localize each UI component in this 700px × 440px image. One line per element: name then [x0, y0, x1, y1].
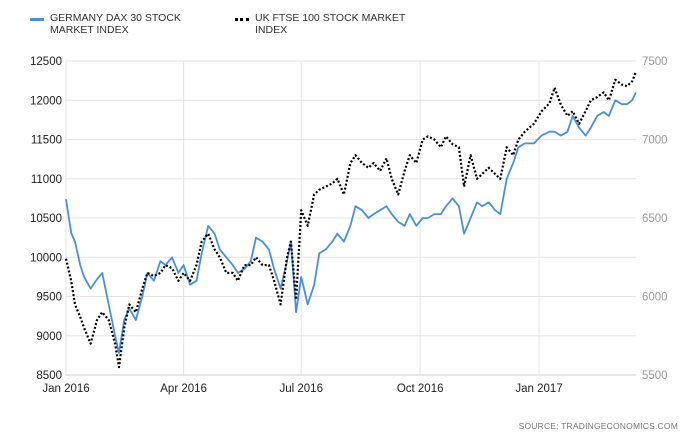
series-line-dax [65, 92, 637, 354]
y-right-tick-label: 7500 [642, 56, 668, 68]
y-left-tick-label: 9500 [36, 292, 62, 304]
source-note: SOURCE: TRADINGECONOMICS.COM [518, 421, 678, 431]
x-tick-label: Jul 2016 [279, 383, 322, 395]
y-left-tick-label: 11500 [31, 135, 62, 147]
legend-item-dax[interactable]: GERMANY DAX 30 STOCK MARKET INDEX [30, 12, 215, 36]
chart-legend: GERMANY DAX 30 STOCK MARKET INDEX UK FTS… [30, 12, 420, 36]
x-tick-label: Jan 2017 [515, 383, 562, 395]
y-left-tick-label: 12500 [30, 56, 62, 68]
y-right-tick-label: 6500 [642, 213, 668, 225]
y-left-tick-label: 11000 [31, 174, 62, 186]
x-tick-label: Apr 2016 [160, 383, 207, 395]
legend-swatch-dax [30, 18, 44, 21]
y-left-tick-label: 10000 [30, 252, 62, 264]
y-right-tick-label: 7000 [642, 135, 668, 147]
y-right-tick-label: 5500 [642, 370, 668, 382]
legend-label-dax: GERMANY DAX 30 STOCK MARKET INDEX [50, 12, 181, 36]
y-left-tick-label: 12000 [30, 95, 62, 107]
legend-label-ftse: UK FTSE 100 STOCK MARKET INDEX [255, 12, 406, 36]
x-tick-label: Oct 2016 [397, 383, 444, 395]
y-right-tick-label: 6000 [642, 292, 668, 304]
series-line-ftse [64, 71, 638, 369]
x-tick-label: Jan 2016 [42, 383, 89, 395]
y-left-tick-label: 10500 [30, 213, 62, 225]
legend-item-ftse[interactable]: UK FTSE 100 STOCK MARKET INDEX [235, 12, 420, 36]
y-left-tick-label: 9000 [36, 331, 62, 343]
legend-swatch-ftse [235, 18, 249, 21]
y-left-tick-label: 8500 [36, 370, 62, 382]
